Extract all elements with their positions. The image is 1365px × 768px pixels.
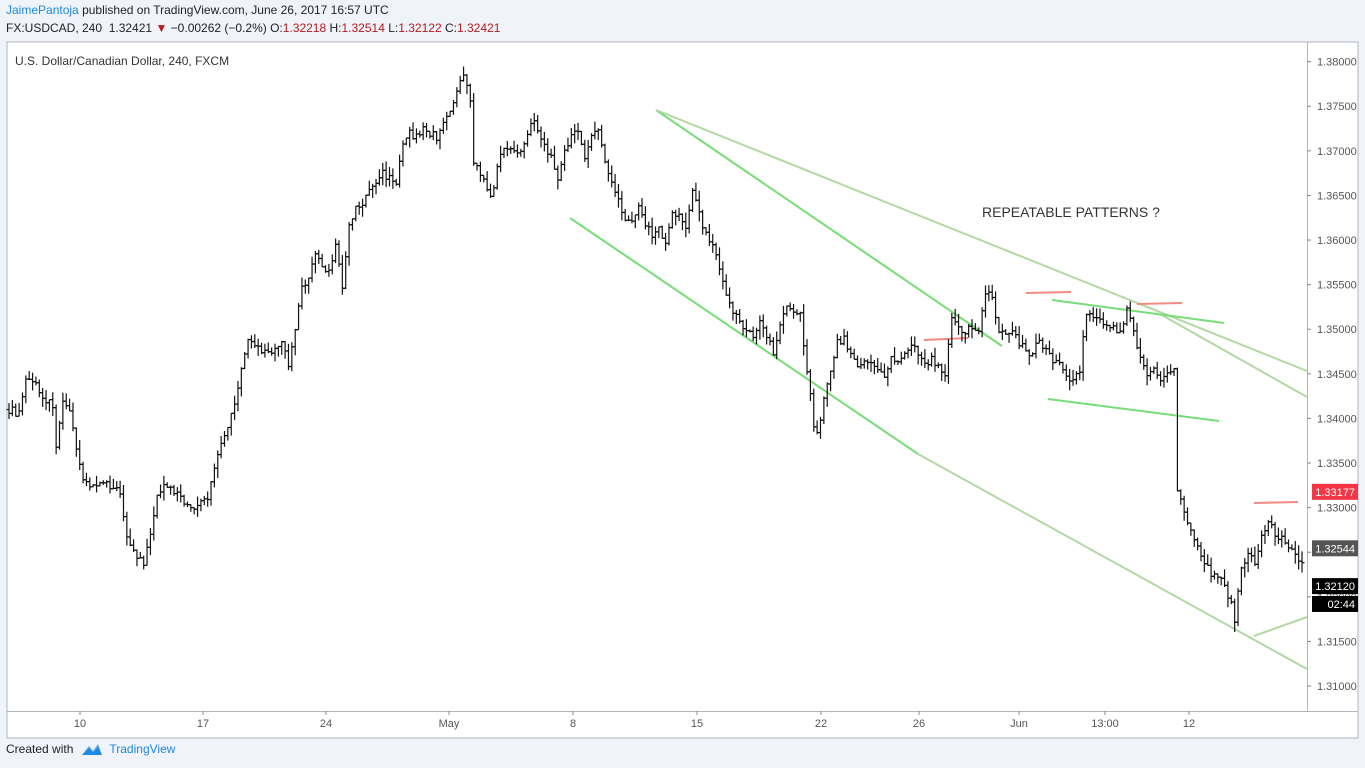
resistance-mark-3 [1136,302,1183,305]
price-tick-label: 1.36000 [1317,235,1357,247]
price-axis: 1.38000 1.37500 1.37000 1.36500 1.36000 1.355… [1307,57,1357,693]
created-with-text: Created with [6,742,74,756]
channel-upper-faded [655,109,1308,372]
last-price: 1.32421 [108,21,153,35]
price-tag-label: 1.32120 [1315,581,1355,593]
ohlc-bar [1299,551,1305,573]
published-header: JaimePantoja published on TradingView.co… [6,3,389,17]
price-tag-label: 1.33177 [1315,487,1355,499]
footer: Created with TradingView [6,742,175,756]
resistance-mark-2 [1025,291,1072,294]
resistance-mark-1 [923,337,969,341]
annotation-repeatable-patterns: REPEATABLE PATTERNS ? [982,204,1160,220]
chart-frame [6,41,1359,739]
tradingview-brand: TradingView [109,742,176,756]
time-tick-label: 17 [197,718,209,730]
time-tick-label: 8 [570,718,576,730]
close-value: 1.32421 [456,21,501,35]
price-tick-label: 1.34500 [1317,369,1357,381]
channel-lower-bright [569,217,919,455]
ohlc-bars [6,66,1305,632]
published-text: published on TradingView.com, June 26, 2… [82,3,389,17]
time-tick-label: 13:00 [1091,718,1119,730]
price-tags: 1.33177 1.32544 1.32120 02:44 [1312,483,1358,612]
time-tick-label: May [439,718,460,730]
price-tag: 1.32120 [1312,578,1358,595]
low-value: 1.32122 [398,21,442,35]
price-tag: 1.32544 [1312,540,1358,557]
time-tick-label: 24 [320,718,332,730]
close-label: C: [444,21,457,35]
down-arrow-icon: ▼ [155,21,168,35]
time-tick-label: 10 [74,718,86,730]
price-tick-label: 1.38000 [1317,57,1357,69]
chart-title: U.S. Dollar/Canadian Dollar, 240, FXCM [15,54,229,68]
low-label: L: [388,21,399,35]
time-tick-label: 22 [815,718,827,730]
price-tick-label: 1.33500 [1317,458,1357,470]
tradingview-logo-icon [82,744,103,755]
trendline-drawings [569,109,1308,670]
open-value: 1.32218 [282,21,327,35]
price-tick-label: 1.33000 [1317,503,1357,515]
resistance-mark-4 [1253,501,1299,504]
high-value: 1.32514 [341,21,385,35]
flag-upper-line [1051,299,1225,324]
time-axis: 10 17 24 May 8 15 22 26 Jun 13:00 12 [74,711,1195,730]
price-tag: 1.33177 [1312,483,1358,500]
symbol-label: FX:USDCAD, 240 [6,21,103,35]
price-tick-label: 1.37000 [1317,146,1357,158]
channel-lower-faded [917,453,1308,670]
channel-mid-bright [655,109,1003,347]
open-label: O: [270,21,283,35]
tradingview-link[interactable]: TradingView [81,742,175,756]
time-tick-label: Jun [1010,718,1028,730]
price-tick-label: 1.31000 [1317,681,1357,693]
channel-inner-faded [1159,313,1308,398]
time-tick-label: 12 [1183,718,1195,730]
price-tick-label: 1.35000 [1317,324,1357,336]
price-tick-label: 1.35500 [1317,280,1357,292]
high-label: H: [329,21,342,35]
time-tick-label: 15 [691,718,703,730]
price-tag: 02:44 [1312,595,1358,612]
price-change: −0.00262 (−0.2%) [170,21,267,35]
price-tick-label: 1.34000 [1317,413,1357,425]
flag-lower-line [1047,398,1220,422]
symbol-quote-line: FX:USDCAD, 240 1.32421 ▼ −0.00262 (−0.2%… [6,21,500,35]
price-tick-label: 1.37500 [1317,101,1357,113]
price-tag-label: 02:44 [1327,599,1355,611]
author-link[interactable]: JaimePantoja [6,3,79,17]
time-tick-label: 26 [913,718,925,730]
rebound-line [1253,616,1308,637]
price-tick-label: 1.31500 [1317,636,1357,648]
price-tick-label: 1.36500 [1317,190,1357,202]
price-tag-label: 1.32544 [1315,543,1355,555]
